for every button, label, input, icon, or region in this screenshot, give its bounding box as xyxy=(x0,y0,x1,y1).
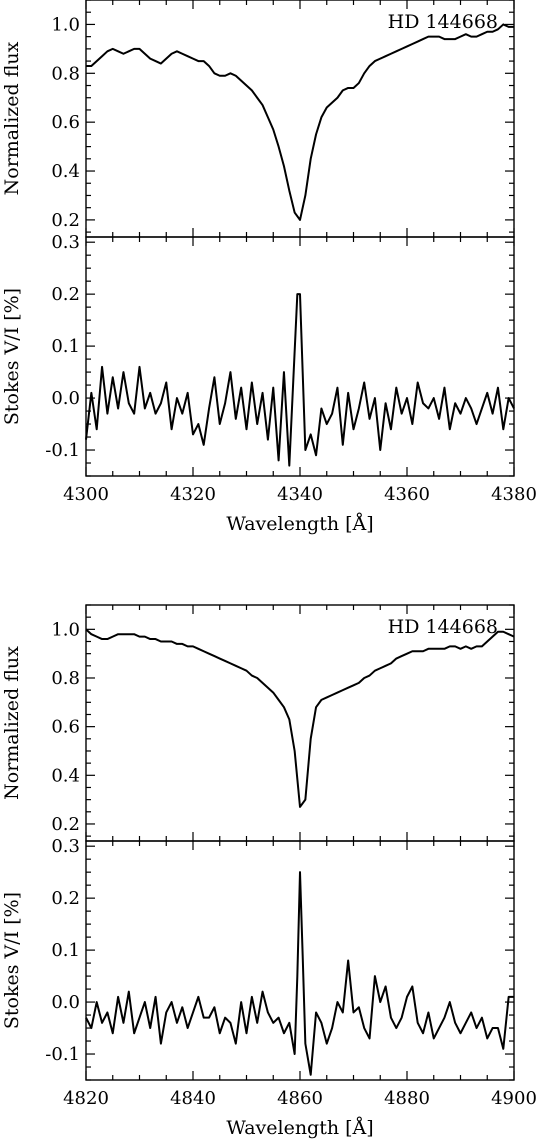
y-tick-label: 0.0 xyxy=(51,992,80,1013)
y-axis-label: Normalized flux xyxy=(1,41,23,195)
y-tick-label: 0.2 xyxy=(51,210,80,231)
x-tick-label: 4360 xyxy=(384,484,430,505)
y-tick-label: 0.2 xyxy=(51,888,80,909)
y-tick-label: 0.2 xyxy=(51,814,80,835)
spectrum-line xyxy=(85,628,515,808)
x-tick-label: 4840 xyxy=(170,1088,216,1109)
y-axis-label: Normalized flux xyxy=(1,646,23,800)
y-tick-label: 0.8 xyxy=(51,63,80,84)
y-tick-label: 0.4 xyxy=(51,765,80,786)
plot-frame xyxy=(85,236,515,477)
y-axis-label: Stokes V/I [%] xyxy=(1,892,23,1029)
x-tick-label: 4320 xyxy=(170,484,216,505)
x-tick-label: 4300 xyxy=(63,484,109,505)
star-name-annotation: HD 144668 xyxy=(388,11,498,33)
spectrum-line xyxy=(86,23,514,221)
spectrum-line xyxy=(85,871,514,1076)
y-tick-label: 0.0 xyxy=(51,388,80,409)
x-tick-label: 4900 xyxy=(491,1088,537,1109)
star-name-annotation: HD 144668 xyxy=(388,616,498,638)
y-tick-label: 0.1 xyxy=(51,336,80,357)
x-tick-label: 4380 xyxy=(491,484,537,505)
y-tick-label: 0.2 xyxy=(51,284,80,305)
panel-4 xyxy=(85,840,515,1081)
x-tick-label: 4860 xyxy=(277,1088,323,1109)
y-axis-label: Stokes V/I [%] xyxy=(1,288,23,425)
y-tick-label: -0.1 xyxy=(45,440,80,461)
y-tick-label: 0.8 xyxy=(51,668,80,689)
y-tick-label: 1.0 xyxy=(51,14,80,35)
y-tick-label: 0.3 xyxy=(51,232,80,253)
x-axis-label: Wavelength [Å] xyxy=(226,513,373,535)
y-tick-label: 0.6 xyxy=(51,112,80,133)
panel-2 xyxy=(85,236,515,477)
y-tick-label: 0.6 xyxy=(51,717,80,738)
y-tick-label: 1.0 xyxy=(51,619,80,640)
plot-frame xyxy=(85,0,515,238)
x-axis-label: Wavelength [Å] xyxy=(226,1117,373,1139)
x-tick-label: 4340 xyxy=(277,484,323,505)
y-tick-label: -0.1 xyxy=(45,1044,80,1065)
x-tick-label: 4820 xyxy=(63,1088,109,1109)
spectrum-line xyxy=(85,293,515,467)
panel-3 xyxy=(85,604,515,842)
x-tick-label: 4880 xyxy=(384,1088,430,1109)
y-tick-label: 0.4 xyxy=(51,161,80,182)
panel-1 xyxy=(85,0,515,238)
y-tick-label: 0.1 xyxy=(51,940,80,961)
y-tick-label: 0.3 xyxy=(51,836,80,857)
